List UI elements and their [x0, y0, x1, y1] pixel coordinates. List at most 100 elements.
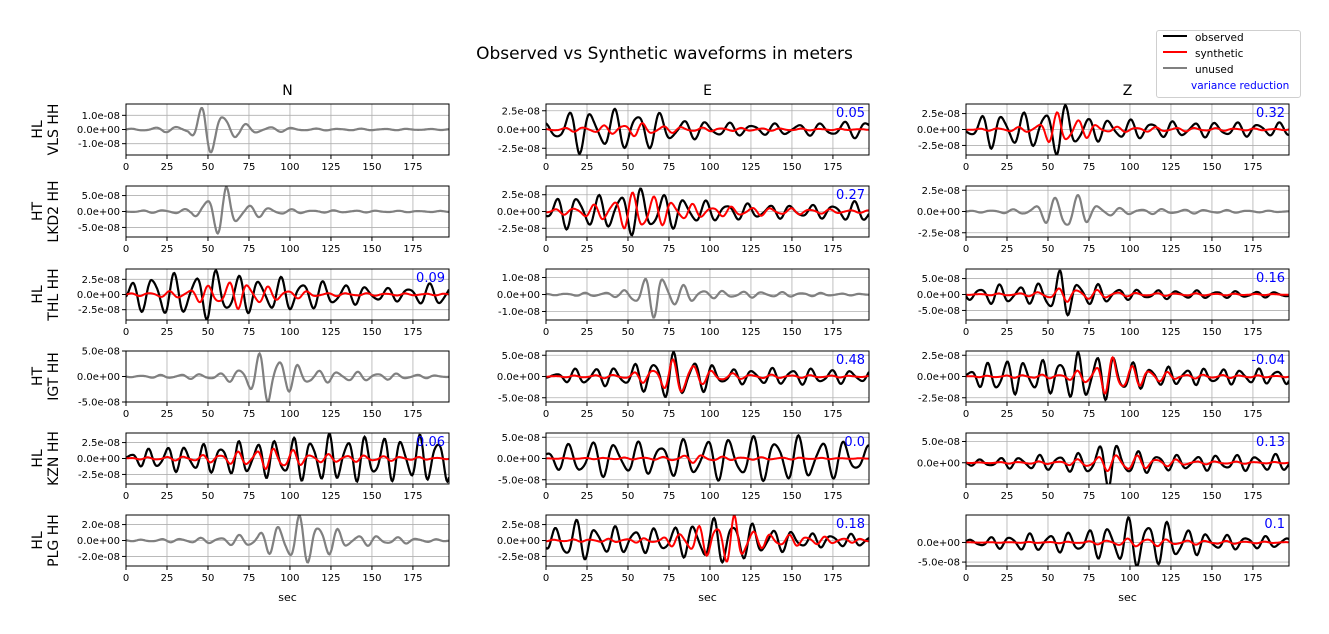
x-tick-label: 0 — [123, 573, 129, 584]
y-tick-label: 0.0e+00 — [77, 454, 120, 465]
panel-frame — [965, 432, 1290, 485]
x-tick-label: 125 — [321, 244, 340, 255]
x-tick-label: 25 — [581, 491, 594, 502]
x-tick-label: 175 — [1243, 409, 1262, 420]
x-tick-label: 125 — [741, 244, 760, 255]
y-tick-label: 5.0e-08 — [82, 191, 120, 202]
x-tick-label: 50 — [622, 327, 635, 338]
column-header-e: E — [703, 83, 712, 99]
x-tick-label: 150 — [1202, 491, 1221, 502]
synthetic-waveform — [546, 454, 869, 464]
y-tick-label: 5.0e-08 — [922, 274, 960, 285]
x-tick-label: 25 — [161, 409, 174, 420]
x-tick-label: 150 — [362, 162, 381, 173]
x-tick-label: 125 — [321, 573, 340, 584]
x-tick-label: 125 — [1161, 491, 1180, 502]
x-tick-label: 50 — [1042, 162, 1055, 173]
y-tick-label: -2.5e-08 — [78, 305, 120, 316]
x-tick-label: 25 — [581, 162, 594, 173]
station-label: HT — [30, 367, 46, 387]
x-tick-label: 175 — [403, 244, 422, 255]
y-tick-label: -2.5e-08 — [918, 393, 960, 404]
station-label: IGT HH — [46, 352, 62, 401]
x-tick-label: 25 — [581, 327, 594, 338]
y-tick-label: -5.0e-08 — [78, 223, 120, 234]
observed-waveform — [966, 351, 1289, 402]
panel-e: 5.0e-08 0.0e+00 -5.0e-080 25 50 75 100 125 150 17… — [497, 432, 870, 502]
unused-waveform — [126, 186, 449, 235]
station-label: HL — [30, 120, 46, 139]
x-tick-label: 50 — [622, 162, 635, 173]
x-tick-label: 175 — [823, 409, 842, 420]
station-label: HL — [30, 285, 46, 304]
x-tick-label: 175 — [403, 327, 422, 338]
y-tick-label: 2.5e-08 — [82, 275, 120, 286]
x-tick-label: 175 — [1243, 491, 1262, 502]
x-tick-label: 25 — [161, 244, 174, 255]
y-tick-label: 5.0e-08 — [82, 347, 120, 358]
synthetic-waveform — [966, 537, 1289, 548]
unused-waveform — [126, 106, 449, 154]
x-tick-label: 0 — [963, 573, 969, 584]
synthetic-waveform — [546, 122, 869, 138]
x-tick-label: 50 — [1042, 573, 1055, 584]
x-tick-label: 50 — [202, 573, 215, 584]
y-tick-label: -5.0e-08 — [498, 393, 540, 404]
variance-reduction-value: 0.09 — [416, 271, 445, 286]
x-tick-label: 100 — [1120, 409, 1139, 420]
x-tick-label: 75 — [243, 573, 256, 584]
x-tick-label: 75 — [1083, 573, 1096, 584]
legend-item-observed: observed — [1163, 32, 1244, 46]
station-label: LKD2 HH — [46, 180, 62, 242]
panel-e: 2.5e-08 0.0e+00 -2.5e-080 25 50 75 100 125 150 17… — [497, 185, 870, 255]
x-tick-label: 100 — [280, 162, 299, 173]
x-tick-label: 0 — [543, 409, 549, 420]
x-tick-label: 75 — [1083, 162, 1096, 173]
y-tick-label: 5.0e-08 — [922, 437, 960, 448]
station-label: PLG HH — [46, 514, 62, 567]
x-tick-label: 75 — [243, 244, 256, 255]
x-tick-label: 75 — [663, 327, 676, 338]
panel-z: 2.5e-08 0.0e+00 -2.5e-080 25 50 75 100 125 150 17… — [917, 103, 1290, 173]
panel-z: 2.5e-08 0.0e+00 -2.5e-080 25 50 75 100 125 150 17… — [917, 185, 1290, 255]
x-tick-label: 100 — [1120, 244, 1139, 255]
synthetic-waveform — [966, 355, 1289, 395]
y-tick-label: -1.0e-08 — [498, 307, 540, 318]
x-tick-label: 125 — [321, 491, 340, 502]
observed-waveform — [966, 104, 1289, 155]
x-tick-label: 125 — [321, 327, 340, 338]
variance-reduction-value: 0.48 — [836, 353, 865, 368]
variance-reduction-value: 0.16 — [1256, 271, 1285, 286]
x-tick-label: 100 — [280, 491, 299, 502]
x-tick-label: 175 — [1243, 244, 1262, 255]
x-tick-label: 100 — [280, 244, 299, 255]
x-tick-label: 50 — [202, 162, 215, 173]
x-tick-label: 125 — [1161, 162, 1180, 173]
x-tick-label: 150 — [1202, 409, 1221, 420]
unused-waveform — [546, 277, 869, 319]
x-tick-label: 0 — [543, 162, 549, 173]
x-tick-label: 175 — [823, 327, 842, 338]
x-tick-label: 175 — [1243, 327, 1262, 338]
panel-e: 2.5e-08 0.0e+00 -2.5e-080 25 50 75 100 125 150 17… — [497, 103, 870, 173]
y-tick-label: 0.0e+00 — [917, 207, 960, 218]
x-tick-label: 150 — [1202, 244, 1221, 255]
y-tick-label: 0.0e+00 — [77, 372, 120, 383]
x-tick-label: 0 — [963, 409, 969, 420]
synthetic-waveform — [966, 454, 1289, 473]
panel-n: 2.5e-08 0.0e+00 -2.5e-080 25 50 75 100 125 150 17… — [77, 432, 450, 502]
y-tick-label: 2.5e-08 — [502, 190, 540, 201]
x-tick-label: 75 — [663, 409, 676, 420]
x-tick-label: 25 — [161, 162, 174, 173]
x-tick-label: 175 — [1243, 162, 1262, 173]
x-tick-label: 75 — [243, 327, 256, 338]
y-tick-label: 1.0e-08 — [82, 111, 120, 122]
x-tick-label: 100 — [700, 491, 719, 502]
x-axis-label: sec — [278, 591, 297, 604]
observed-waveform — [546, 351, 869, 399]
y-tick-label: 0.0e+00 — [497, 290, 540, 301]
variance-reduction-value: 0.27 — [836, 188, 865, 203]
station-label: THL HH — [46, 268, 62, 321]
y-tick-label: 2.5e-08 — [502, 106, 540, 117]
